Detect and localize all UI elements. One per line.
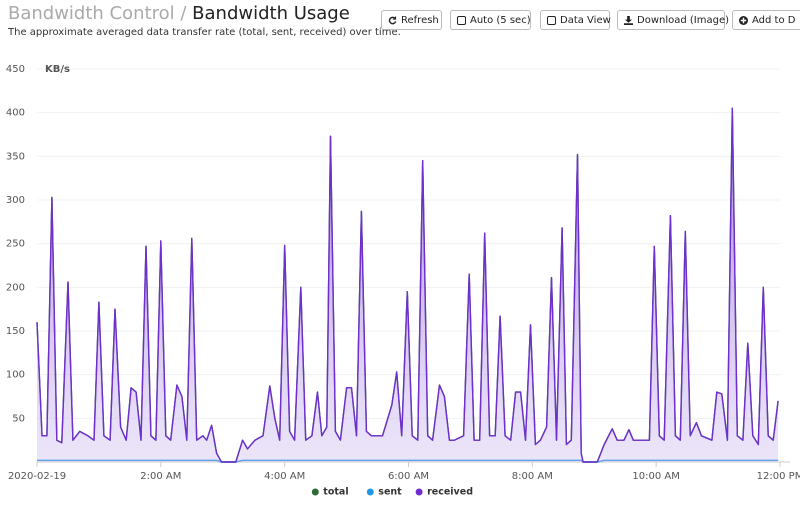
series-area [37, 108, 779, 463]
button-label: Refresh [401, 14, 439, 26]
button-label: Auto (5 sec) [470, 14, 531, 26]
x-tick-label: 12:00 PM [757, 471, 800, 482]
legend-label: total [323, 487, 348, 498]
y-tick-label: 400 [6, 108, 25, 119]
y-tick-label: 100 [6, 370, 25, 381]
button-label: Data View [560, 14, 611, 26]
y-tick-label: 200 [6, 282, 25, 293]
x-tick-label: 2020-02-19 [8, 471, 66, 482]
data-view-button[interactable]: Data View [540, 10, 611, 30]
legend-marker [415, 488, 423, 496]
button-label: Add to D [752, 14, 796, 26]
y-tick-label: 250 [6, 239, 25, 250]
legend-item[interactable]: total [311, 487, 349, 498]
refresh-button[interactable]: Refresh [381, 10, 442, 30]
y-tick-label: 150 [6, 326, 25, 337]
y-tick-label: 50 [12, 413, 25, 424]
legend-item[interactable]: sent [366, 487, 402, 498]
series-line [36, 107, 779, 463]
y-tick-label: 450 [6, 64, 25, 75]
page-title: Bandwidth Usage [192, 3, 350, 24]
breadcrumb-section[interactable]: Bandwidth Control [8, 3, 175, 24]
x-tick-label: 6:00 AM [388, 471, 429, 482]
button-label: Download (Image) [637, 14, 730, 26]
page-subtitle: The approximate averaged data transfer r… [8, 27, 401, 38]
legend-marker [366, 488, 374, 496]
legend-label: sent [378, 487, 402, 498]
breadcrumb-separator: / [180, 3, 187, 24]
add-to-dashboard-button[interactable]: Add to D [732, 10, 800, 30]
x-tick-label: 2:00 AM [140, 471, 181, 482]
auto-button[interactable]: Auto (5 sec) [450, 10, 531, 30]
page-header: Bandwidth Control / Bandwidth Usage [8, 3, 350, 24]
x-tick-label: 8:00 AM [512, 471, 553, 482]
download-button[interactable]: Download (Image) [617, 10, 729, 30]
legend-marker [311, 488, 319, 496]
legend: total sent received [311, 487, 473, 498]
legend-item[interactable]: received [415, 487, 473, 498]
x-tick-label: 4:00 AM [264, 471, 305, 482]
y-tick-label: 300 [6, 195, 25, 206]
x-tick-label: 10:00 AM [632, 471, 679, 482]
legend-label: received [427, 487, 473, 498]
y-axis-label: KB/s [45, 64, 70, 75]
y-tick-label: 350 [6, 151, 25, 162]
